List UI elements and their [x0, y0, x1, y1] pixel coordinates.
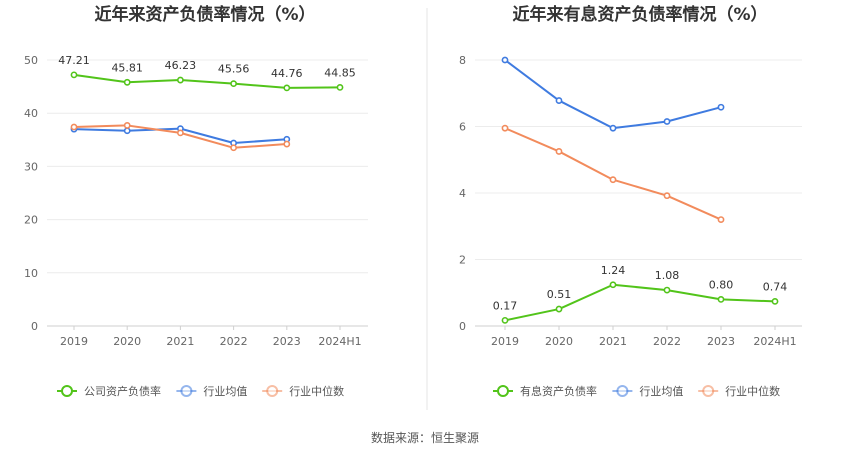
x-tick-label: 2020 — [545, 335, 573, 348]
x-tick-label: 2019 — [491, 335, 519, 348]
legend-label: 行业均值 — [203, 385, 247, 398]
y-tick-label: 50 — [24, 54, 38, 67]
series-point-2 — [70, 123, 78, 131]
legend-item-1: 行业均值 — [176, 385, 247, 398]
data-label: 45.81 — [111, 61, 143, 74]
data-label: 0.17 — [493, 299, 518, 312]
series-point-2 — [230, 144, 237, 152]
series-point-2 — [663, 192, 671, 200]
series-point-0 — [663, 286, 671, 294]
series-line-0 — [73, 73, 341, 89]
x-tick-label: 2021 — [166, 335, 194, 348]
series-point-1 — [663, 118, 671, 125]
y-tick-label: 40 — [24, 107, 38, 120]
series-point-2 — [609, 176, 617, 184]
series-point-2 — [283, 140, 291, 148]
series-point-0 — [176, 76, 184, 84]
legend-left: 公司资产负债率 行业均值 行业中位数 — [57, 384, 344, 398]
data-label: 1.24 — [601, 264, 626, 277]
legend-marker — [702, 385, 715, 397]
x-tick-label: 2021 — [599, 335, 627, 348]
chart-panel-right: 0 2 4 6 8 2019 2020 2021 2022 2023 2024H1 0.17 0.51 1… — [459, 54, 802, 348]
data-label: 46.23 — [165, 59, 197, 72]
y-tick-label: 4 — [459, 187, 466, 200]
series-point-0 — [717, 295, 725, 303]
series-point-1 — [501, 56, 509, 64]
chart-title-right: 近年来有息资产负债率情况（%） — [512, 4, 767, 25]
legend-item-2: 行业中位数 — [698, 384, 780, 398]
series-point-0 — [609, 281, 617, 289]
series-point-0 — [123, 78, 131, 86]
legend-marker — [616, 385, 629, 397]
series-point-1 — [555, 97, 563, 104]
data-label: 44.85 — [324, 66, 356, 79]
data-label: 47.21 — [58, 54, 90, 67]
x-tick-label: 2023 — [273, 335, 301, 348]
data-label: 0.74 — [763, 280, 788, 293]
y-tick-label: 6 — [459, 121, 466, 134]
y-tick-label: 30 — [24, 160, 38, 173]
y-tick-label: 8 — [459, 54, 466, 67]
x-tick-label: 2022 — [653, 335, 681, 348]
y-tick-label: 2 — [459, 254, 466, 267]
y-tick-label: 0 — [459, 320, 466, 333]
series-point-0 — [70, 71, 78, 79]
series-point-1 — [123, 127, 131, 135]
x-tick-label: 2024H1 — [318, 335, 361, 348]
x-tick-label: 2023 — [707, 335, 735, 348]
series-point-2 — [123, 122, 131, 129]
series-point-0 — [555, 305, 563, 313]
y-tick-label: 20 — [24, 214, 38, 227]
y-tick-label: 10 — [24, 267, 38, 280]
legend-label: 公司资产负债率 — [84, 384, 161, 398]
series-point-2 — [501, 124, 509, 132]
series-point-0 — [230, 80, 237, 88]
series-point-0 — [501, 316, 509, 324]
series-line-0 — [504, 283, 776, 322]
legend-label: 有息资产负债率 — [520, 384, 597, 398]
legend-item-0: 有息资产负债率 — [493, 384, 597, 398]
x-tick-label: 2019 — [60, 335, 88, 348]
series-point-2 — [717, 216, 725, 223]
series-point-2 — [555, 148, 563, 155]
data-label: 45.56 — [218, 63, 250, 76]
chart-panel-left: 0 10 20 30 40 50 2019 2020 2021 2022 2023 2024H1 47.… — [24, 54, 368, 348]
y-tick-label: 0 — [31, 320, 38, 333]
legend-item-0: 公司资产负债率 — [57, 384, 161, 398]
legend-item-1: 行业均值 — [612, 385, 683, 398]
series-point-2 — [176, 129, 184, 137]
series-point-0 — [771, 297, 779, 305]
chart-title-left: 近年来资产负债率情况（%） — [94, 4, 315, 25]
legend-item-2: 行业中位数 — [262, 384, 344, 398]
legend-label: 行业均值 — [639, 385, 683, 398]
data-label: 1.08 — [655, 269, 680, 282]
x-tick-label: 2024H1 — [753, 335, 796, 348]
series-line-2 — [504, 127, 722, 221]
legend-marker — [61, 385, 73, 397]
data-label: 44.76 — [271, 67, 303, 80]
series-line-1 — [504, 59, 722, 130]
series-point-1 — [609, 124, 617, 132]
series-point-1 — [717, 103, 725, 111]
legend-marker — [180, 385, 193, 397]
data-label: 0.51 — [547, 288, 572, 301]
legend-marker — [497, 385, 509, 397]
legend-label: 行业中位数 — [289, 384, 344, 398]
legend-label: 行业中位数 — [725, 384, 780, 398]
data-label: 0.80 — [709, 278, 734, 291]
legend-marker — [266, 385, 279, 397]
series-point-0 — [283, 84, 291, 92]
data-source-note: 数据来源：恒生聚源 — [371, 430, 479, 445]
series-point-0 — [336, 83, 344, 91]
x-tick-label: 2022 — [220, 335, 248, 348]
x-tick-label: 2020 — [113, 335, 141, 348]
legend-right: 有息资产负债率 行业均值 行业中位数 — [493, 384, 780, 398]
